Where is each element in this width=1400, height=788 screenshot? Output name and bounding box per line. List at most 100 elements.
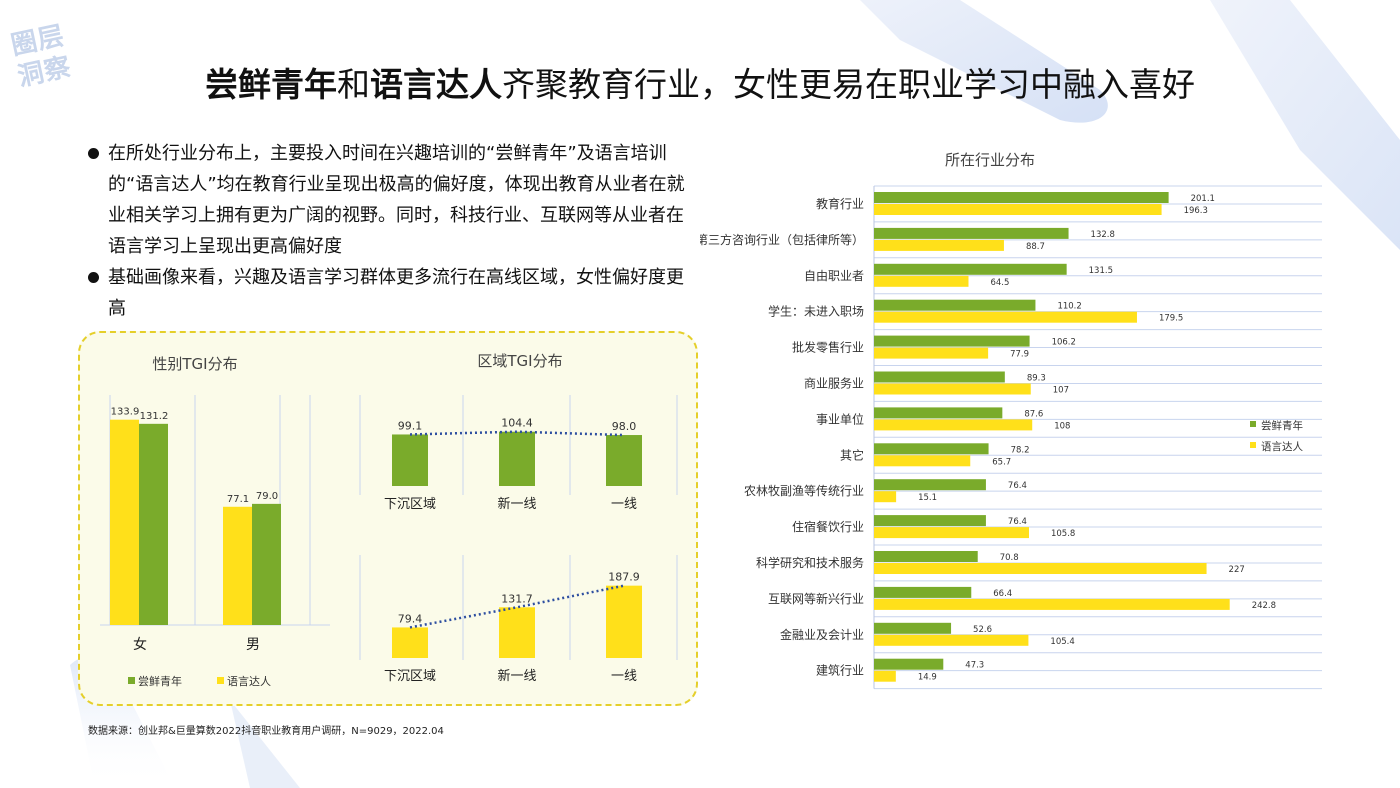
bar-changxian-6 [874, 407, 1003, 419]
bar-changxian-1 [252, 503, 281, 625]
bar-yuyan-9 [874, 527, 1029, 539]
data-label: 15.1 [918, 493, 937, 503]
bar-yuyan-3 [874, 311, 1137, 323]
bar-changxian-2 [874, 263, 1067, 275]
data-label: 131.5 [1089, 266, 1113, 276]
data-label: 76.4 [1008, 481, 1027, 491]
tick-label: 第三方咨询行业（包括律所等） [700, 232, 864, 247]
bar-changxian-13 [874, 658, 944, 670]
bar-yuyan-0 [110, 419, 139, 625]
bar-语言达人-2 [606, 585, 642, 658]
bar-changxian-0 [139, 423, 168, 625]
data-label: 79.4 [398, 612, 423, 625]
title-connector: 和 [337, 65, 370, 104]
data-label: 76.4 [1008, 517, 1027, 527]
chart-title: 所在行业分布 [945, 151, 1035, 169]
data-label: 131.2 [140, 411, 169, 422]
data-label: 108 [1054, 421, 1070, 431]
data-source-note: 数据来源：创业邦&巨量算数2022抖音职业教育用户调研，N=9029，2022.… [88, 726, 444, 737]
tick-label: 互联网等新兴行业 [768, 591, 864, 606]
tick-label: 新一线 [497, 496, 536, 512]
legend-label: 语言达人 [1261, 440, 1303, 453]
title-rest: 齐聚教育行业，女性更易在职业学习中融入喜好 [502, 65, 1195, 104]
tick-label: 下沉区域 [384, 497, 436, 512]
tick-label: 学生：未进入职场 [768, 304, 864, 319]
legend-swatch-changxian [1250, 421, 1256, 427]
bar-changxian-4 [874, 335, 1030, 347]
bar-yuyan-0 [874, 204, 1162, 215]
tick-label: 农林牧副渔等传统行业 [744, 483, 864, 498]
data-label: 52.6 [973, 625, 992, 635]
legend-swatch-yuyan [1250, 442, 1256, 448]
data-label: 14.9 [918, 673, 937, 683]
legend-label: 尝鲜青年 [1261, 419, 1303, 432]
data-label: 66.4 [993, 589, 1012, 599]
data-label: 65.7 [992, 457, 1011, 467]
bar-changxian-11 [874, 586, 972, 598]
bullet-item: 基础画像来看，兴趣及语言学习群体更多流行在高线区域，女性偏好度更高 [88, 262, 688, 324]
bar-尝鲜青年-1 [499, 431, 535, 486]
data-label: 187.9 [608, 571, 640, 584]
data-label: 105.4 [1050, 637, 1074, 647]
data-label: 78.2 [1011, 445, 1030, 455]
data-label: 105.8 [1051, 529, 1075, 539]
title-highlight-1: 尝鲜青年 [205, 65, 337, 104]
bar-changxian-10 [874, 551, 978, 562]
data-label: 88.7 [1026, 242, 1045, 252]
bar-changxian-5 [874, 371, 1005, 383]
tick-label: 建筑行业 [816, 663, 864, 678]
bar-yuyan-13 [874, 670, 896, 682]
bar-yuyan-2 [874, 275, 969, 287]
data-label: 132.8 [1091, 230, 1115, 240]
tick-label: 科学研究和技术服务 [756, 555, 864, 570]
chart-title: 性别TGI分布 [152, 355, 237, 373]
bar-changxian-0 [874, 192, 1169, 203]
tick-label: 事业单位 [816, 411, 864, 426]
data-label: 89.3 [1027, 374, 1046, 384]
bar-changxian-7 [874, 443, 989, 455]
bar-yuyan-5 [874, 383, 1031, 395]
tick-label: 教育行业 [816, 196, 864, 211]
bar-yuyan-4 [874, 347, 989, 359]
deco-shape-top-right [860, 0, 1108, 123]
data-label: 107 [1053, 386, 1069, 396]
data-label: 106.2 [1052, 338, 1076, 348]
data-label: 133.9 [111, 407, 140, 418]
bar-changxian-12 [874, 622, 952, 634]
data-label: 227 [1229, 565, 1245, 575]
industry-distribution-chart: 所在行业分布 201.1 196.3 教育行业 132.8 88.7 第三方咨询行业（包括律… [700, 151, 1322, 690]
data-label: 79.0 [256, 491, 278, 502]
bar-尝鲜青年-2 [606, 435, 642, 486]
left-chart-panel [78, 331, 698, 706]
bullet-list: 在所处行业分布上，主要投入时间在兴趣培训的“尝鲜青年”及语言培训的“语言达人”均… [88, 138, 688, 324]
data-label: 77.9 [1010, 350, 1029, 360]
data-label: 47.3 [965, 661, 984, 671]
tick-label: 一线 [611, 669, 637, 684]
bar-changxian-8 [874, 479, 986, 491]
data-label: 98.0 [612, 420, 637, 433]
bar-yuyan-10 [874, 563, 1207, 574]
bullet-dot-icon [88, 272, 99, 283]
bullet-item: 在所处行业分布上，主要投入时间在兴趣培训的“尝鲜青年”及语言培训的“语言达人”均… [88, 138, 688, 262]
deco-shape-far-right [1210, 0, 1400, 250]
bar-yuyan-1 [874, 239, 1004, 251]
tick-label: 一线 [611, 497, 637, 512]
legend-swatch-yuyan [217, 677, 224, 684]
tick-label: 商业服务业 [804, 376, 864, 391]
data-label: 77.1 [227, 494, 249, 505]
bar-changxian-3 [874, 299, 1036, 311]
tick-label: 男 [246, 637, 260, 653]
region-tgi-chart: 区域TGI分布 99.1 下沉区域 104.4 新一线 98.0 一线 79.4 下沉区域 131… [359, 352, 678, 684]
tick-label: 住宿餐饮行业 [792, 519, 864, 534]
chart-title: 区域TGI分布 [477, 352, 562, 370]
tick-label: 自由职业者 [804, 269, 864, 283]
trend-line [409, 430, 625, 437]
bullet-dot-icon [88, 148, 99, 159]
data-label: 70.8 [1000, 553, 1019, 563]
bar-语言达人-0 [392, 627, 428, 658]
tick-label: 新一线 [497, 668, 536, 684]
bullet-text: 在所处行业分布上，主要投入时间在兴趣培训的“尝鲜青年”及语言培训的“语言达人”均… [108, 143, 685, 257]
legend-swatch-changxian [128, 677, 135, 684]
bar-语言达人-1 [499, 607, 535, 658]
